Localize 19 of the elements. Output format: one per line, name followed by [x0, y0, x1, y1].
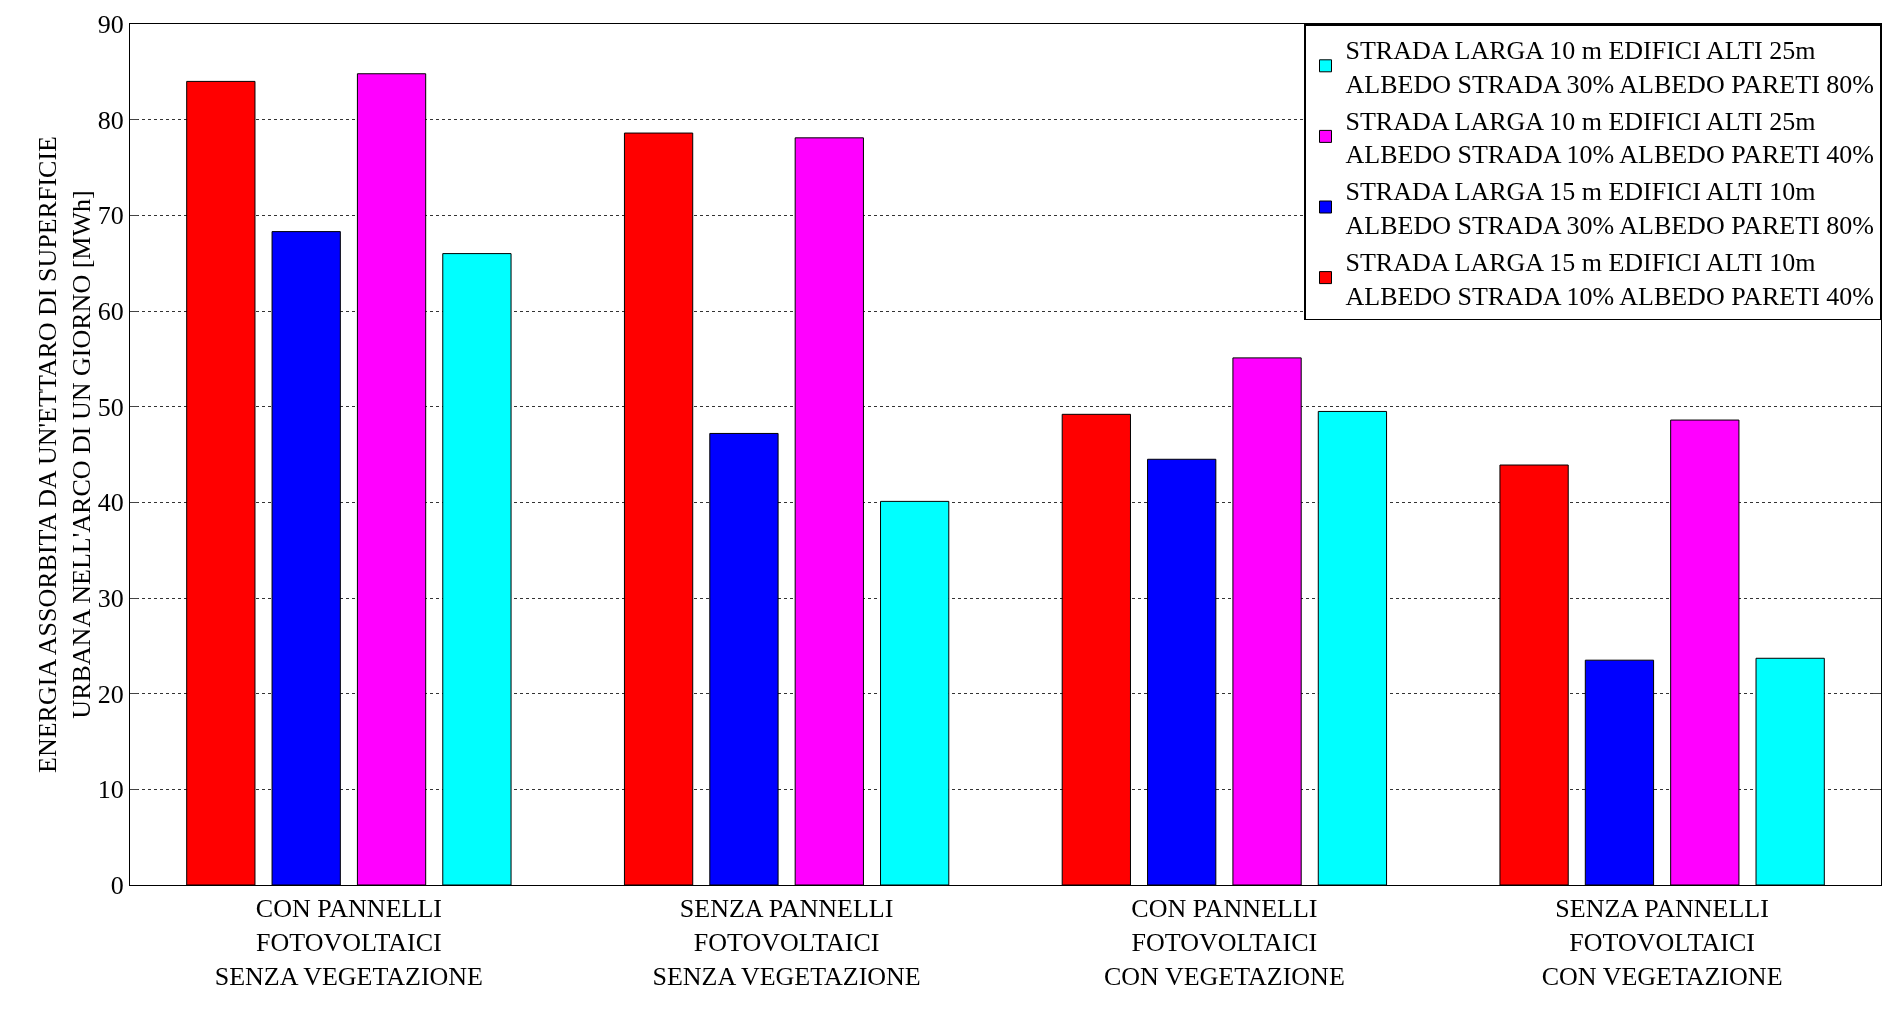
legend-label: STRADA LARGA 15 m EDIFICI ALTI 10m ALBEDO STRADA 10% ALBEDO PARETI 40% [1345, 247, 1874, 311]
y-tick-label: 0 [110, 871, 124, 901]
y-tick-label: 30 [97, 584, 124, 614]
y-tick-label: 10 [97, 775, 124, 805]
y-tick-label: 90 [97, 10, 124, 40]
legend-label: STRADA LARGA 10 m EDIFICI ALTI 25m ALBEDO STRADA 10% ALBEDO PARETI 40% [1345, 106, 1874, 170]
y-axis-title: ENERGIA ASSORBITA DA UN'ETTARO DI SUPERFICIE URBANA NELL'ARCO DI UN GIORNO [MWh] [33, 136, 96, 773]
legend-label: STRADA LARGA 10 m EDIFICI ALTI 25m ALBEDO STRADA 30% ALBEDO PARETI 80% [1345, 36, 1874, 99]
y-tick-label: 60 [97, 297, 124, 327]
y-tick-label: 20 [97, 679, 124, 709]
y-tick-label: 40 [97, 488, 124, 518]
legend-label: STRADA LARGA 15 m EDIFICI ALTI 10m ALBEDO STRADA 30% ALBEDO PARETI 80% [1345, 177, 1874, 241]
y-tick-label: 50 [97, 392, 124, 422]
x-tick-label: SENZA PANNELLI FOTOVOLTAICI SENZA VEGETAZIONE [652, 894, 921, 991]
x-tick-label: CON PANNELLI FOTOVOLTAICI SENZA VEGETAZIONE [214, 894, 484, 991]
x-tick-label: CON PANNELLI FOTOVOLTAICI CON VEGETAZIONE [1103, 894, 1345, 991]
y-tick-label: 80 [97, 105, 124, 135]
y-tick-label: 70 [97, 201, 124, 231]
x-tick-label: SENZA PANNELLI FOTOVOLTAICI CON VEGETAZIONE [1541, 894, 1783, 991]
